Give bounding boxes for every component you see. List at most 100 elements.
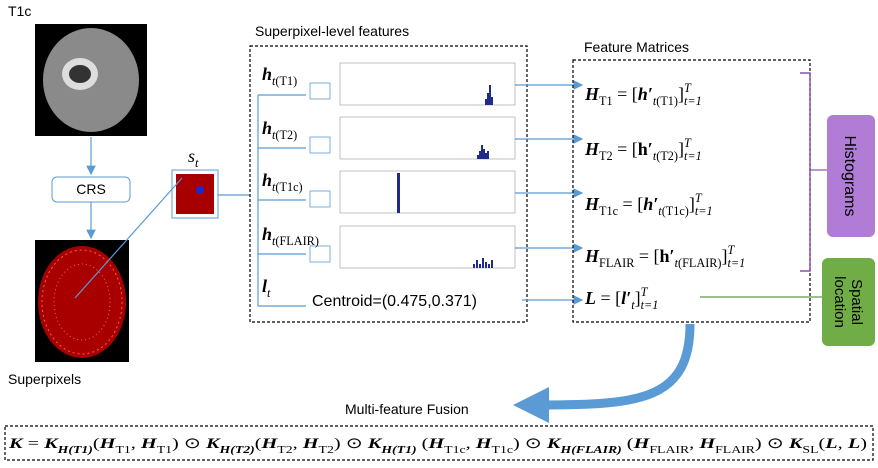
hist-bar [491, 97, 493, 105]
math-part: (T1c) [662, 204, 689, 218]
math-part: K [8, 436, 24, 452]
plot-frame [339, 62, 516, 106]
hist-bar [481, 145, 483, 159]
math-part: l [262, 276, 267, 296]
math-part: ( [93, 436, 100, 452]
math-part: T [684, 136, 692, 150]
math-part: (T2) [656, 149, 678, 163]
math-part: ] [678, 139, 684, 159]
hist-bar [482, 258, 484, 268]
fusion-box [4, 425, 874, 461]
feature-label: ht(T1c) [262, 170, 303, 194]
math-part: = [ [613, 84, 638, 104]
math-part: H [98, 436, 117, 452]
hist-bar [489, 85, 491, 105]
math-part: T1 [115, 445, 130, 456]
math-part: t [272, 128, 276, 142]
bracket [257, 94, 306, 307]
math-part: ) [860, 436, 867, 452]
math-part: ] [635, 288, 641, 308]
math-part: H [698, 436, 717, 452]
math-part: t [658, 204, 662, 218]
hist-bar [476, 260, 478, 268]
math-part: H [301, 436, 320, 452]
hist-bar [479, 264, 481, 268]
superpixels-label: Superpixels [8, 371, 81, 387]
features-box [249, 45, 528, 323]
math-part: , [689, 436, 699, 452]
math-part: ] [678, 84, 684, 104]
icon [309, 245, 331, 263]
hist-bar [477, 155, 479, 159]
matrix-formula: HT1 = [h′t(T1)]T t=1 [584, 81, 702, 108]
spatial-label: Spatial [848, 279, 865, 325]
math-part: H [474, 436, 493, 452]
plot-frame [339, 170, 516, 214]
math-part: K [366, 436, 382, 452]
hist-bar [488, 264, 490, 268]
connector [74, 177, 183, 299]
mri-image [35, 24, 147, 136]
math-part: t [272, 234, 276, 248]
spatial-box [822, 258, 875, 346]
feature-label: lt [262, 276, 271, 300]
math-part: t=1 [728, 256, 746, 270]
math-part: T1c [444, 445, 466, 456]
superpixel-symbol: st [188, 146, 199, 170]
math-part: t [267, 286, 271, 300]
math-part: FLAIR [715, 445, 755, 456]
math-part: , [131, 436, 141, 452]
plot-frame [339, 225, 516, 269]
math-part: ( [622, 436, 634, 452]
math-part: H [584, 84, 600, 104]
spatial-label: location [831, 276, 848, 328]
matrix-formula: HFLAIR = [h′t(FLAIR)]T t=1 [584, 243, 745, 270]
math-part: FLAIR [649, 445, 689, 456]
math-part: L [824, 436, 838, 452]
hist-bar [491, 260, 493, 268]
math-part: H(T1) [56, 445, 93, 456]
math-part: = [ [618, 194, 643, 214]
mri-label: T1c [8, 3, 31, 19]
math-part: = [ [634, 246, 659, 266]
math-part: T2 [319, 445, 334, 456]
math-part: t=1 [684, 94, 702, 108]
math-part: T2 [277, 445, 292, 456]
math-part: t [272, 74, 276, 88]
math-part: t [675, 256, 679, 270]
feature-label: ht(T2) [262, 118, 297, 142]
icon [309, 82, 331, 100]
math-part: t [653, 94, 657, 108]
math-part: , [466, 436, 476, 452]
math-part: H [584, 139, 600, 159]
icon [309, 136, 331, 154]
math-part: (T1) [656, 94, 678, 108]
math-part: T2 [599, 149, 613, 163]
hist-bar [479, 151, 481, 159]
superpixel-marker [196, 186, 204, 194]
plot-frame [339, 116, 516, 160]
math-part: H [584, 246, 600, 266]
step-label: CRS [76, 181, 106, 197]
math-part: t [195, 156, 199, 170]
math-part: K [205, 436, 221, 452]
math-part: K [546, 436, 562, 452]
math-part: T [641, 285, 649, 299]
hist-bar [485, 153, 487, 159]
math-part: , [838, 436, 848, 452]
math-part: T [695, 191, 703, 205]
math-part: = [ [613, 139, 638, 159]
math-part: H [260, 436, 279, 452]
math-part: h′ [643, 194, 658, 214]
math-part: , [293, 436, 303, 452]
math-part: ) ⊙ [513, 436, 547, 452]
math-part: K [788, 436, 804, 452]
math-part: (T2) [275, 128, 297, 142]
math-part: t [653, 149, 657, 163]
math-part: T [684, 81, 692, 95]
math-part: h [262, 170, 272, 190]
math-part: ] [689, 194, 695, 214]
math-part: t=1 [641, 298, 659, 312]
math-part: s [188, 146, 195, 166]
superpixel-image [35, 240, 129, 362]
